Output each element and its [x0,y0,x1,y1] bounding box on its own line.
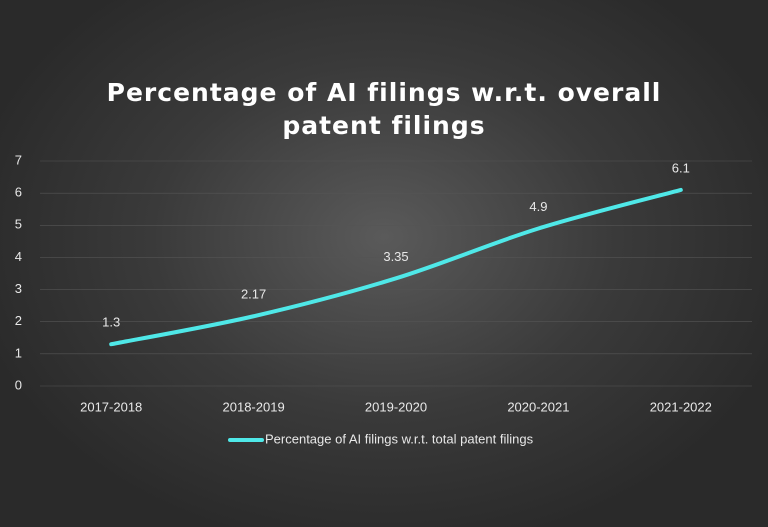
y-tick-label: 4 [15,249,22,264]
data-label: 6.1 [672,160,690,175]
data-label: 2.17 [241,287,266,302]
y-tick-label: 5 [15,217,22,232]
y-tick-label: 7 [15,152,22,167]
chart-title: Percentage of AI filings w.r.t. overall … [106,78,662,140]
x-tick-label: 2019-2020 [365,399,427,414]
data-label: 3.35 [383,249,408,264]
data-line [109,187,683,347]
y-tick-label: 1 [15,345,22,360]
x-tick-label: 2020-2021 [507,399,569,414]
y-tick-label: 3 [15,281,22,296]
x-tick-label: 2017-2018 [80,399,142,414]
legend-label: Percentage of AI filings w.r.t. total pa… [265,431,534,446]
data-label: 4.9 [529,199,547,214]
y-tick-label: 2 [15,313,22,328]
data-label: 1.3 [102,315,120,330]
x-tick-label: 2021-2022 [650,399,712,414]
y-tick-label: 6 [15,185,22,200]
x-tick-label: 2018-2019 [223,399,285,414]
y-tick-label: 0 [15,377,22,392]
